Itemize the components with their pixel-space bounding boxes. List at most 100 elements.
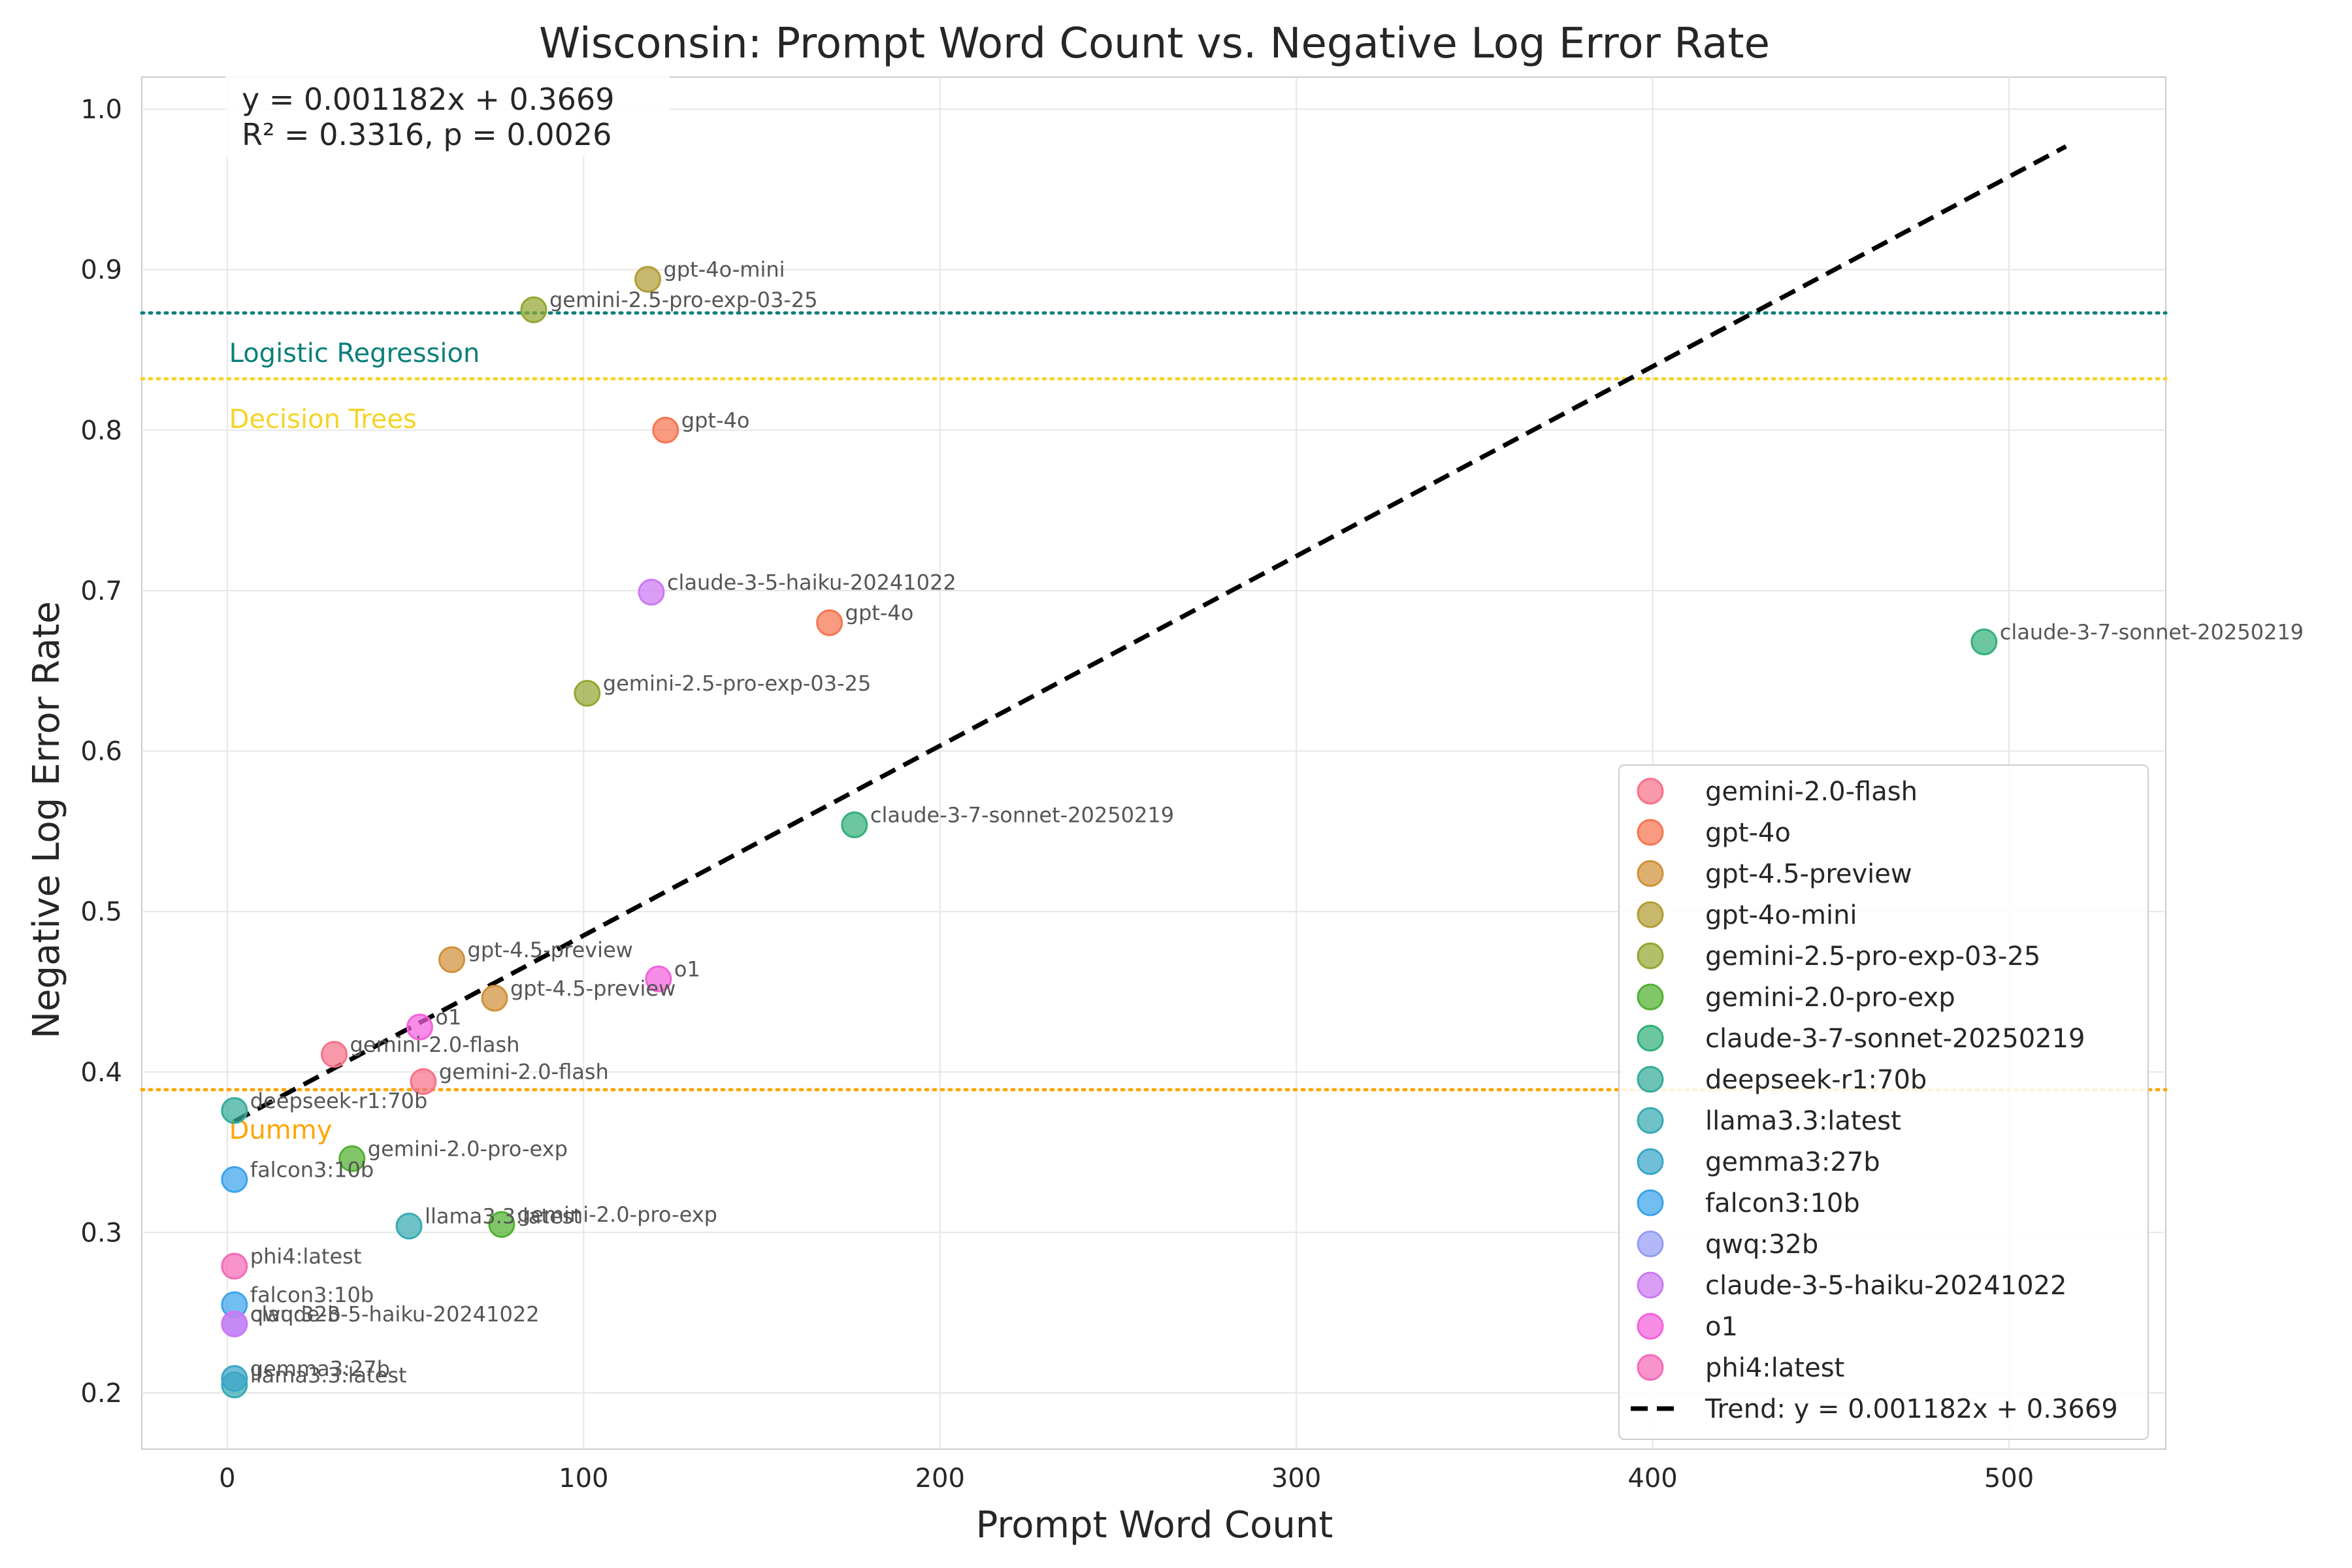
y-tick-label: 0.6 (80, 737, 122, 767)
point-falcon3-10b (221, 1166, 248, 1193)
legend-label-trend: Trend: y = 0.001182x + 0.3669 (1705, 1394, 2118, 1424)
point-label-gemini-2-0-flash: gemini-2.0-flash (439, 1060, 609, 1085)
x-tick-label: 500 (1984, 1463, 2034, 1494)
legend-label-llama3-3-latest: llama3.3:latest (1705, 1106, 1901, 1136)
point-gemini-2-0-pro-exp (488, 1211, 515, 1238)
point-llama3-3-latest (395, 1213, 423, 1240)
legend-marker-llama3-3-latest (1637, 1107, 1664, 1134)
legend-marker-claude-3-7-sonnet-20250219 (1637, 1024, 1664, 1052)
trend-line-path (233, 144, 2067, 1124)
legend-label-gpt-4-5-preview: gpt-4.5-preview (1705, 859, 1912, 889)
axis-ticks: 0 100 200 300 400 500 0.2 0.3 0.4 0.5 0.6 0.7 0.8 0.9… (80, 95, 2034, 1494)
point-gemini-2-0-flash (321, 1041, 348, 1068)
legend-marker-falcon3-10b (1637, 1189, 1664, 1217)
y-tick-label: 0.8 (80, 416, 122, 446)
point-claude-3-5-haiku-20241022 (221, 1310, 248, 1337)
y-tick-label: 0.7 (80, 576, 122, 606)
x-tick-label: 200 (915, 1463, 965, 1494)
chart-title: Wisconsin: Prompt Word Count vs. Negativ… (539, 20, 1770, 68)
point-label-o1: o1 (435, 1005, 461, 1030)
legend-label-gemini-2-0-pro-exp: gemini-2.0-pro-exp (1705, 983, 1955, 1013)
annotation-equation: y = 0.001182x + 0.3669 (242, 82, 614, 117)
legend-marker-o1 (1637, 1313, 1664, 1340)
point-claude-3-5-haiku-20241022 (638, 578, 665, 606)
point-gpt-4o-mini (634, 265, 661, 293)
legend-label-deepseek-r1-70b: deepseek-r1:70b (1705, 1065, 1927, 1095)
legend-label-claude-3-5-haiku-20241022: claude-3-5-haiku-20241022 (1705, 1271, 2066, 1301)
point-label-gpt-4-5-preview: gpt-4.5-preview (510, 976, 676, 1001)
point-label-gpt-4o-mini: gpt-4o-mini (664, 257, 785, 282)
point-label-claude-3-5-haiku-20241022: claude-3-5-haiku-20241022 (667, 570, 956, 595)
legend-marker-gpt-4o-mini (1637, 901, 1664, 928)
trend-line (233, 144, 2067, 1124)
baseline-label-dummy: Dummy (229, 1115, 333, 1145)
x-tick-label: 400 (1627, 1463, 1677, 1494)
point-label-gemini-2-0-pro-exp: gemini-2.0-pro-exp (517, 1202, 717, 1227)
x-axis-label: Prompt Word Count (976, 1504, 1333, 1546)
point-label-phi4-latest: phi4:latest (250, 1244, 362, 1269)
point-label-gemini-2-5-pro-exp-03-25: gemini-2.5-pro-exp-03-25 (549, 287, 818, 312)
point-gpt-4-5-preview (481, 985, 508, 1012)
point-label-qwq-32b: qwq:32b (250, 1301, 341, 1326)
legend-marker-gemini-2-0-flash (1637, 777, 1664, 805)
y-axis-label: Negative Log Error Rate (25, 601, 68, 1039)
point-label-gpt-4o: gpt-4o (845, 600, 914, 625)
point-label-claude-3-7-sonnet-20250219: claude-3-7-sonnet-20250219 (870, 803, 1174, 828)
point-label-gemini-2-0-flash: gemini-2.0-flash (350, 1032, 520, 1057)
legend-label-gemma3-27b: gemma3:27b (1705, 1147, 1880, 1177)
point-label-claude-3-5-haiku-20241022: claude-3-5-haiku-20241022 (250, 1301, 540, 1326)
point-o1 (645, 965, 672, 992)
y-tick-label: 0.9 (80, 255, 122, 286)
point-label-falcon3-10b: falcon3:10b (250, 1282, 374, 1307)
point-claude-3-7-sonnet-20250219 (841, 811, 868, 839)
baseline-label-logistic-regression: Logistic Regression (229, 338, 480, 368)
legend-label-o1: o1 (1705, 1312, 1738, 1342)
y-tick-label: 0.2 (80, 1379, 122, 1409)
point-gemini-2-0-pro-exp (338, 1145, 366, 1172)
legend-marker-phi4-latest (1637, 1354, 1664, 1381)
point-label-deepseek-r1-70b: deepseek-r1:70b (250, 1088, 427, 1113)
legend-marker-gemma3-27b (1637, 1148, 1664, 1175)
point-gemini-2-5-pro-exp-03-25 (574, 679, 601, 707)
legend-box (1618, 764, 2149, 1440)
point-label-gpt-4o: gpt-4o (681, 408, 750, 433)
y-tick-label: 0.4 (80, 1058, 122, 1088)
point-deepseek-r1-70b (221, 1097, 248, 1124)
point-gpt-4-5-preview (438, 946, 466, 973)
point-gpt-4o (652, 416, 679, 444)
point-claude-3-7-sonnet-20250219 (1970, 629, 1998, 656)
point-label-gemma3-27b: gemma3:27b (250, 1356, 390, 1381)
y-tick-label: 0.5 (80, 897, 122, 927)
legend-label-phi4-latest: phi4:latest (1705, 1353, 1844, 1383)
y-tick-label: 1.0 (80, 95, 122, 125)
point-label-gpt-4-5-preview: gpt-4.5-preview (468, 938, 633, 962)
annotation-stats: R² = 0.3316, p = 0.0026 (242, 117, 612, 152)
legend-label-gemini-2-0-flash: gemini-2.0-flash (1705, 777, 1918, 807)
equation-annotation: y = 0.001182x + 0.3669 R² = 0.3316, p = … (225, 72, 670, 157)
y-tick-label: 0.3 (80, 1218, 122, 1248)
legend-label-gemini-2-5-pro-exp-03-25: gemini-2.5-pro-exp-03-25 (1705, 941, 2040, 972)
x-tick-label: 300 (1271, 1463, 1321, 1494)
annotation-box (225, 72, 670, 157)
legend-label-falcon3-10b: falcon3:10b (1705, 1188, 1860, 1218)
point-label-falcon3-10b: falcon3:10b (250, 1157, 374, 1182)
point-gemini-2-5-pro-exp-03-25 (520, 296, 547, 323)
point-gemini-2-0-flash (410, 1068, 437, 1096)
legend-label-gpt-4o-mini: gpt-4o-mini (1705, 900, 1857, 930)
legend-label-gpt-4o: gpt-4o (1705, 818, 1791, 848)
legend-marker-qwq-32b (1637, 1230, 1664, 1258)
baseline-label-decision-trees: Decision Trees (229, 404, 417, 434)
legend-marker-gemini-2-0-pro-exp (1637, 983, 1664, 1011)
legend-marker-claude-3-5-haiku-20241022 (1637, 1271, 1664, 1299)
legend: gemini-2.0-flash gpt-4o gpt-4.5-preview gpt… (1618, 764, 2149, 1440)
legend-marker-gemini-2-5-pro-exp-03-25 (1637, 942, 1664, 970)
x-tick-label: 100 (559, 1463, 608, 1494)
legend-marker-deepseek-r1-70b (1637, 1066, 1664, 1093)
point-gpt-4o (816, 609, 843, 636)
legend-marker-gpt-4o (1637, 819, 1664, 846)
legend-label-qwq-32b: qwq:32b (1705, 1230, 1818, 1260)
point-label-gemini-2-0-pro-exp: gemini-2.0-pro-exp (368, 1136, 568, 1161)
legend-label-claude-3-7-sonnet-20250219: claude-3-7-sonnet-20250219 (1705, 1024, 2085, 1054)
point-label-llama3-3-latest: llama3.3:latest (425, 1204, 581, 1229)
